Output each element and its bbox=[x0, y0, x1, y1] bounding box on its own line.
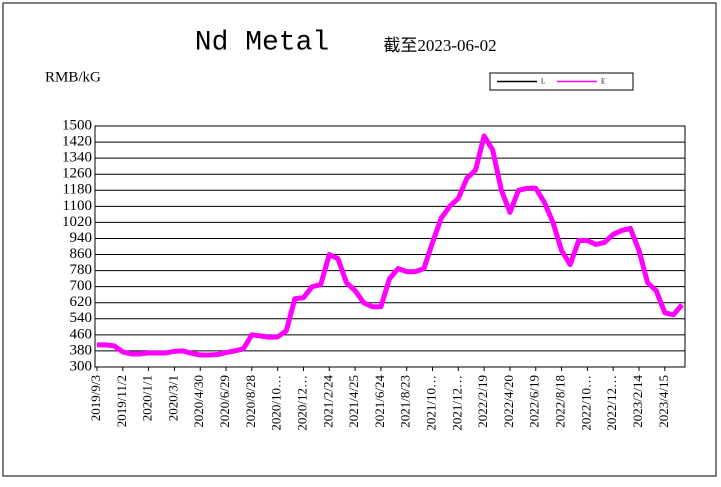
y-tick-label: 1340 bbox=[62, 150, 92, 166]
x-tick-label: 2020/12… bbox=[294, 375, 309, 431]
y-tick-label: 1020 bbox=[62, 214, 92, 230]
y-tick-label: 620 bbox=[70, 294, 93, 310]
x-tick-label: 2022/12… bbox=[604, 375, 619, 431]
x-tick-label: 2022/2/19 bbox=[475, 375, 490, 428]
y-tick-label: 1500 bbox=[62, 117, 92, 133]
y-tick-label: 1260 bbox=[62, 166, 92, 182]
x-tick-label: 2021/4/25 bbox=[346, 375, 361, 428]
x-tick-label: 2022/8/18 bbox=[553, 375, 568, 428]
chart-subtitle: 截至2023-06-02 bbox=[383, 36, 496, 55]
chart-title: Nd Metal bbox=[195, 27, 329, 58]
legend-label: E bbox=[601, 78, 605, 86]
x-tick-label: 2020/10… bbox=[269, 375, 284, 431]
y-tick-label: 780 bbox=[70, 262, 93, 278]
x-tick-label: 2019/11/2 bbox=[114, 375, 129, 427]
y-tick-label: 1100 bbox=[63, 198, 92, 214]
y-tick-label: 700 bbox=[70, 278, 93, 294]
y-tick-label: 1420 bbox=[62, 134, 92, 150]
y-tick-label: 860 bbox=[70, 246, 93, 262]
x-tick-label: 2021/12… bbox=[449, 375, 464, 431]
legend-label: L bbox=[541, 78, 545, 86]
y-tick-label: 1180 bbox=[63, 182, 92, 198]
x-tick-label: 2020/3/1 bbox=[165, 375, 180, 421]
x-tick-label: 2023/4/15 bbox=[656, 375, 671, 428]
y-axis-label: RMB/kG bbox=[45, 69, 101, 85]
x-tick-label: 2021/2/24 bbox=[320, 375, 335, 428]
x-tick-label: 2023/2/14 bbox=[630, 375, 645, 428]
x-tick-label: 2021/6/24 bbox=[372, 375, 387, 428]
y-tick-label: 460 bbox=[70, 326, 93, 342]
x-tick-label: 2020/6/29 bbox=[217, 375, 232, 428]
x-tick-label: 2019/9/3 bbox=[88, 375, 103, 421]
x-tick-label: 2021/8/23 bbox=[398, 375, 413, 428]
y-tick-label: 300 bbox=[70, 358, 93, 374]
series-line bbox=[97, 133, 684, 358]
x-tick-label: 2020/1/1 bbox=[140, 375, 155, 421]
x-tick-label: 2020/4/30 bbox=[191, 375, 206, 428]
x-tick-label: 2022/10… bbox=[578, 375, 593, 431]
y-tick-label: 940 bbox=[70, 230, 93, 246]
x-tick-label: 2020/8/28 bbox=[243, 375, 258, 428]
x-tick-label: 2022/4/20 bbox=[501, 375, 516, 428]
x-tick-label: 2021/10… bbox=[423, 375, 438, 431]
x-tick-label: 2022/6/19 bbox=[527, 375, 542, 428]
y-tick-label: 380 bbox=[70, 342, 93, 358]
y-tick-label: 540 bbox=[70, 310, 93, 326]
